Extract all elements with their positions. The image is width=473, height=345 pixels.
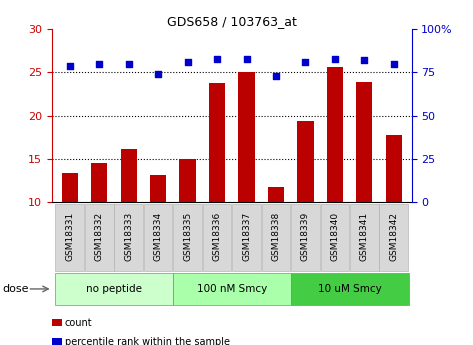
Point <box>390 61 398 67</box>
Text: 10 uM Smcy: 10 uM Smcy <box>318 284 382 294</box>
Text: GSM18338: GSM18338 <box>272 212 280 261</box>
Bar <box>91 163 107 202</box>
Text: GSM18331: GSM18331 <box>65 212 74 261</box>
Bar <box>61 173 78 202</box>
Text: GSM18332: GSM18332 <box>95 212 104 261</box>
Point <box>66 63 73 68</box>
Text: GSM18337: GSM18337 <box>242 212 251 261</box>
Title: GDS658 / 103763_at: GDS658 / 103763_at <box>167 15 297 28</box>
Bar <box>209 83 225 202</box>
Bar <box>179 159 196 202</box>
Point <box>125 61 132 67</box>
Point <box>302 59 309 65</box>
Text: count: count <box>65 318 92 327</box>
Point <box>154 71 162 77</box>
Text: GSM18335: GSM18335 <box>183 212 192 261</box>
Bar <box>356 82 372 202</box>
Text: GSM18340: GSM18340 <box>331 212 340 261</box>
Point <box>184 59 192 65</box>
Bar <box>238 71 254 202</box>
Text: GSM18336: GSM18336 <box>212 212 221 261</box>
Text: GSM18333: GSM18333 <box>124 212 133 261</box>
Text: percentile rank within the sample: percentile rank within the sample <box>65 337 230 345</box>
Text: GSM18339: GSM18339 <box>301 212 310 261</box>
Text: GSM18334: GSM18334 <box>154 212 163 261</box>
Text: GSM18342: GSM18342 <box>389 212 398 261</box>
Text: 100 nM Smcy: 100 nM Smcy <box>197 284 267 294</box>
Text: no peptide: no peptide <box>86 284 142 294</box>
Bar <box>150 175 166 202</box>
Bar <box>327 67 343 202</box>
Point <box>272 73 280 79</box>
Text: GSM18341: GSM18341 <box>360 212 369 261</box>
Point <box>213 56 221 61</box>
Bar <box>385 135 402 202</box>
Bar <box>268 187 284 202</box>
Point <box>96 61 103 67</box>
Point <box>243 56 250 61</box>
Text: dose: dose <box>2 284 29 294</box>
Point <box>331 56 339 61</box>
Bar <box>121 149 137 202</box>
Point <box>360 58 368 63</box>
Bar <box>298 121 314 202</box>
